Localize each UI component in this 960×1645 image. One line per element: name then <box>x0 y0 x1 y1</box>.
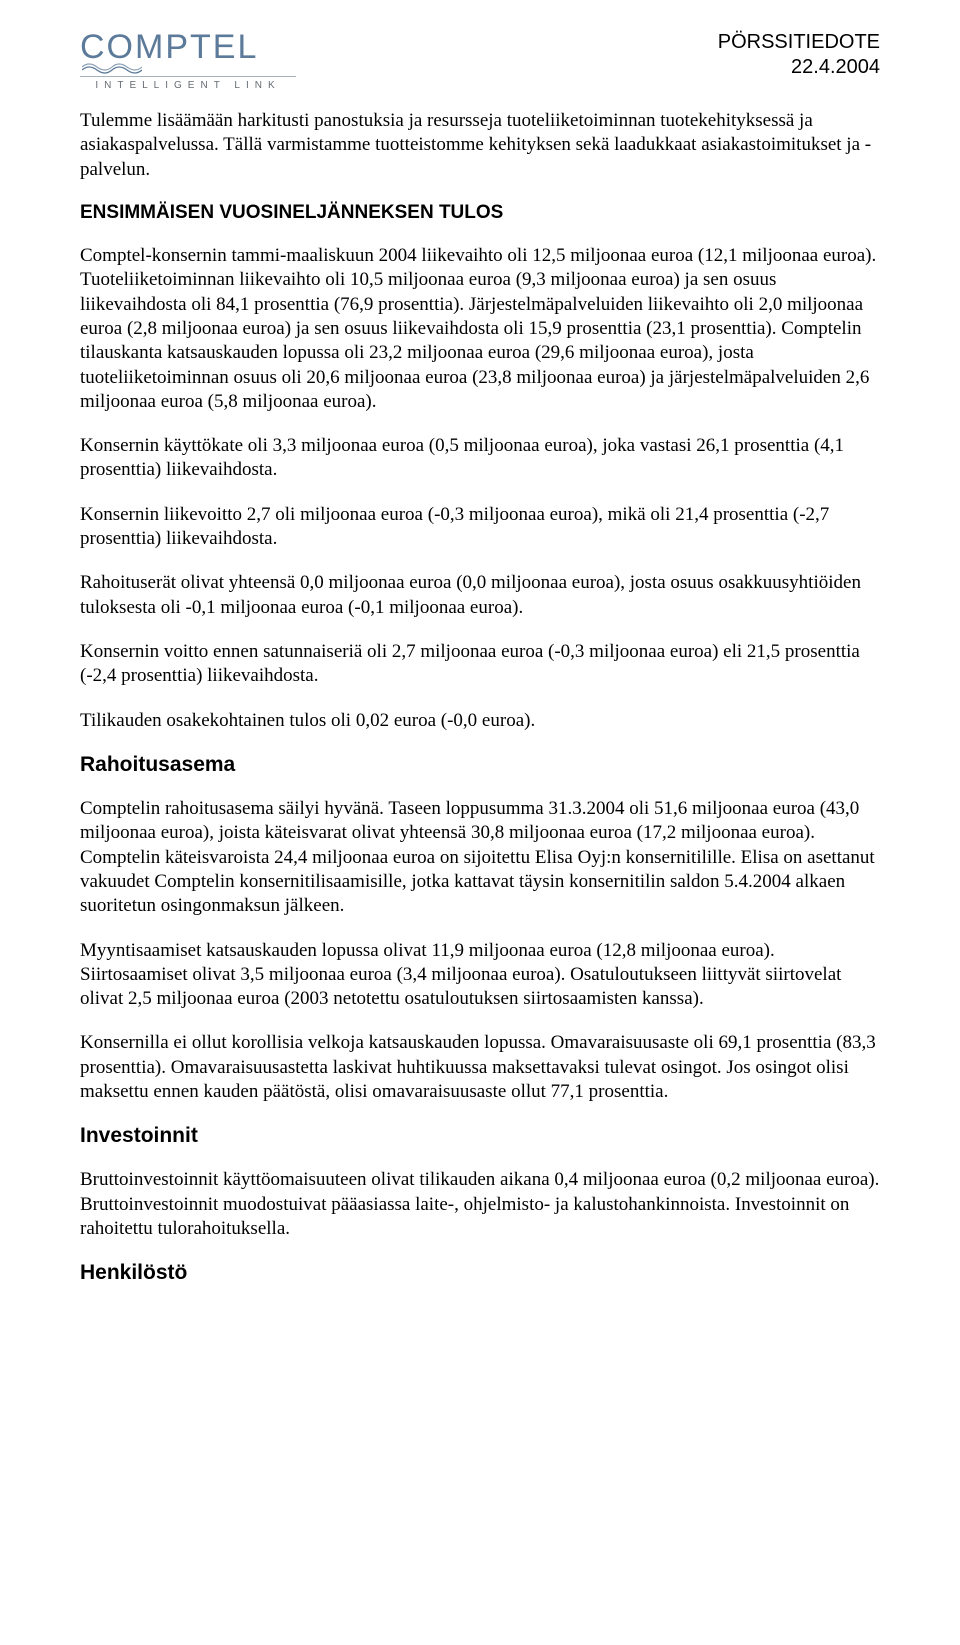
header-row: COMPTEL INTELLIGENT LINK PÖRSSITIEDOTE 2… <box>80 30 880 91</box>
section-title-results: ENSIMMÄISEN VUOSINELJÄNNEKSEN TULOS <box>80 202 880 224</box>
logo-tagline-text: INTELLIGENT LINK <box>80 76 296 91</box>
document-type: PÖRSSITIEDOTE <box>718 30 880 55</box>
paragraph-6: Tilikauden osakekohtainen tulos oli 0,02… <box>80 709 880 733</box>
section-title-financial-position: Rahoitusasema <box>80 753 880 777</box>
section-title-personnel: Henkilöstö <box>80 1261 880 1285</box>
paragraph-8: Myyntisaamiset katsauskauden lopussa oli… <box>80 939 880 1012</box>
paragraph-10: Bruttoinvestoinnit käyttöomaisuuteen oli… <box>80 1168 880 1241</box>
paragraph-5: Konsernin voitto ennen satunnaiseriä oli… <box>80 640 880 689</box>
page: COMPTEL INTELLIGENT LINK PÖRSSITIEDOTE 2… <box>0 0 960 1345</box>
header-right: PÖRSSITIEDOTE 22.4.2004 <box>718 30 880 80</box>
paragraph-1: Comptel-konsernin tammi-maaliskuun 2004 … <box>80 244 880 414</box>
logo-waves-icon <box>82 62 142 74</box>
document-date: 22.4.2004 <box>718 55 880 80</box>
paragraph-2: Konsernin käyttökate oli 3,3 miljoonaa e… <box>80 434 880 483</box>
paragraph-9: Konsernilla ei ollut korollisia velkoja … <box>80 1031 880 1104</box>
logo: COMPTEL INTELLIGENT LINK <box>80 30 296 91</box>
section-title-investments: Investoinnit <box>80 1124 880 1148</box>
paragraph-3: Konsernin liikevoitto 2,7 oli miljoonaa … <box>80 503 880 552</box>
logo-brand-text: COMPTEL <box>80 30 258 64</box>
paragraph-4: Rahoituserät olivat yhteensä 0,0 miljoon… <box>80 571 880 620</box>
intro-paragraph: Tulemme lisäämään harkitusti panostuksia… <box>80 109 880 182</box>
paragraph-7: Comptelin rahoitusasema säilyi hyvänä. T… <box>80 797 880 919</box>
